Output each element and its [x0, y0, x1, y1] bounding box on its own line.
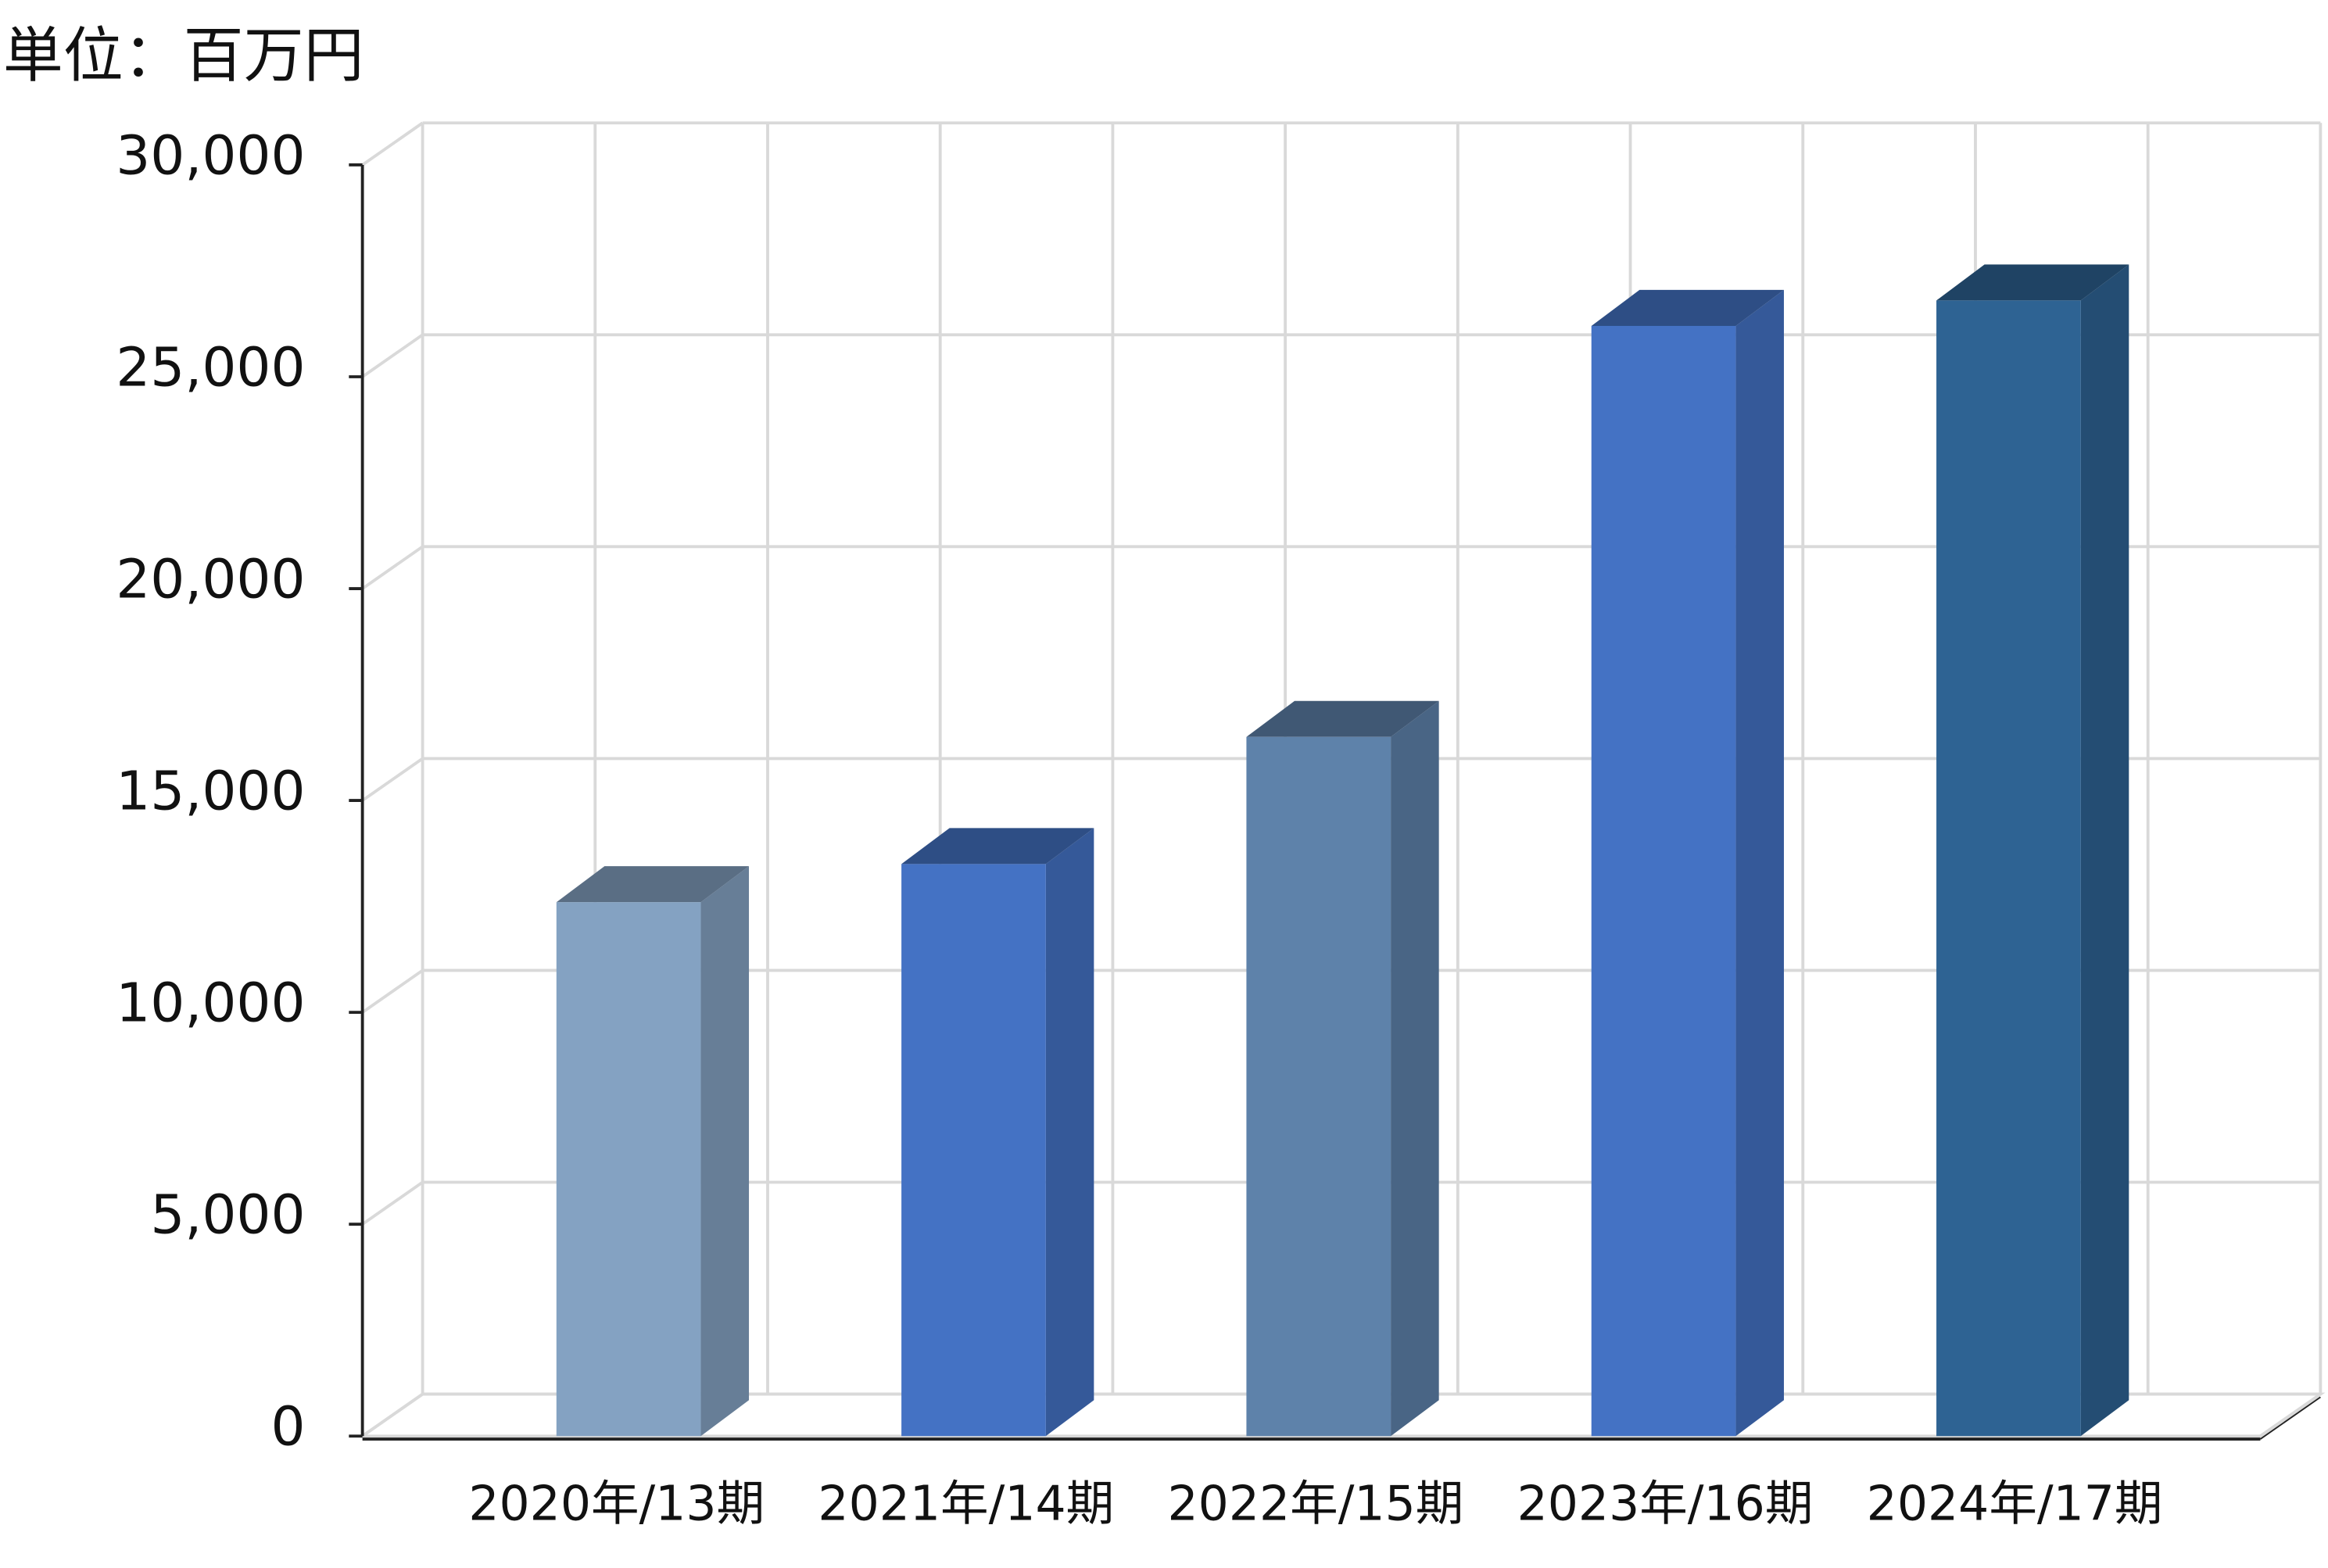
x-tick-label: 2020年/13期	[468, 1477, 765, 1532]
y-tick-label: 30,000	[116, 124, 305, 187]
y-tick-label: 20,000	[116, 548, 305, 610]
bar-top	[1936, 264, 2129, 301]
y-tick-label: 0	[270, 1396, 305, 1459]
side-grid-line	[361, 333, 424, 378]
bar-side	[700, 866, 750, 1437]
y-tick-label: 10,000	[116, 972, 305, 1035]
bar-top	[556, 866, 750, 903]
bar-side	[2080, 264, 2129, 1437]
bar-top	[1246, 700, 1439, 737]
y-tick-label: 5,000	[150, 1184, 305, 1247]
bar	[1591, 325, 1736, 1437]
floor-right-edge	[2259, 1396, 2321, 1440]
bar	[556, 902, 701, 1437]
x-tick-label: 2024年/17期	[1867, 1477, 2163, 1532]
side-grid-line	[361, 1392, 424, 1437]
unit-title: 単位：百万円	[3, 22, 364, 91]
side-grid-line	[361, 121, 424, 166]
bar	[901, 864, 1046, 1437]
x-tick-label: 2021年/14期	[818, 1477, 1114, 1532]
bar	[1936, 300, 2081, 1437]
side-grid-line	[361, 757, 424, 802]
bar-top	[901, 828, 1094, 865]
side-grid-line	[361, 1180, 424, 1226]
x-tick-label: 2022年/15期	[1168, 1477, 1464, 1532]
side-grid-line	[361, 545, 424, 590]
bar-side	[1045, 828, 1094, 1437]
bar-side	[1391, 700, 1439, 1437]
side-grid-line	[361, 968, 424, 1014]
x-tick-label: 2023年/16期	[1517, 1477, 1814, 1532]
y-tick-label: 15,000	[116, 761, 305, 823]
bar	[1246, 736, 1391, 1437]
bar-top	[1591, 289, 1784, 326]
bar-side	[1735, 289, 1784, 1437]
y-tick-label: 25,000	[116, 336, 305, 399]
